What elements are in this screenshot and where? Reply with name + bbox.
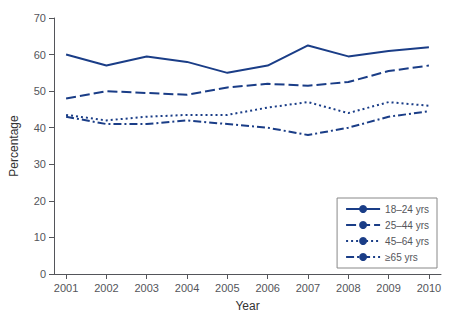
- svg-text:60: 60: [34, 49, 46, 61]
- svg-text:10: 10: [34, 231, 46, 243]
- svg-text:2008: 2008: [336, 282, 360, 294]
- svg-text:45–64 yrs: 45–64 yrs: [385, 236, 429, 247]
- svg-text:2002: 2002: [94, 282, 118, 294]
- svg-text:2010: 2010: [417, 282, 441, 294]
- svg-text:2006: 2006: [255, 282, 279, 294]
- svg-text:70: 70: [34, 12, 46, 24]
- svg-text:2004: 2004: [175, 282, 199, 294]
- svg-text:2001: 2001: [54, 282, 78, 294]
- svg-text:2003: 2003: [134, 282, 158, 294]
- svg-text:2007: 2007: [296, 282, 320, 294]
- svg-text:Percentage: Percentage: [7, 115, 21, 177]
- svg-text:Year: Year: [235, 299, 259, 313]
- svg-text:0: 0: [40, 268, 46, 280]
- svg-text:18–24 yrs: 18–24 yrs: [385, 204, 429, 215]
- svg-text:40: 40: [34, 122, 46, 134]
- svg-text:2009: 2009: [376, 282, 400, 294]
- svg-text:2005: 2005: [215, 282, 239, 294]
- svg-text:20: 20: [34, 195, 46, 207]
- svg-text:30: 30: [34, 158, 46, 170]
- svg-text:≥65 yrs: ≥65 yrs: [385, 252, 418, 263]
- svg-text:50: 50: [34, 85, 46, 97]
- svg-text:25–44 yrs: 25–44 yrs: [385, 220, 429, 231]
